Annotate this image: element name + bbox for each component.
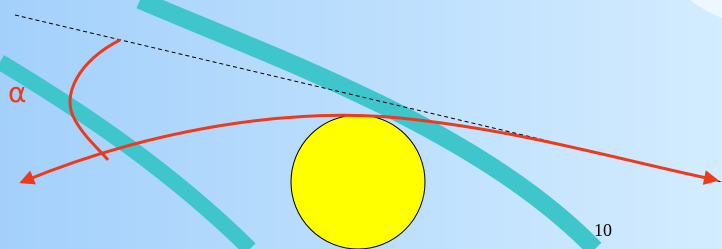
page-number: 10 bbox=[594, 220, 612, 240]
angle-label: α bbox=[8, 76, 26, 109]
slide: α 10 bbox=[0, 0, 722, 249]
sun bbox=[291, 115, 425, 249]
